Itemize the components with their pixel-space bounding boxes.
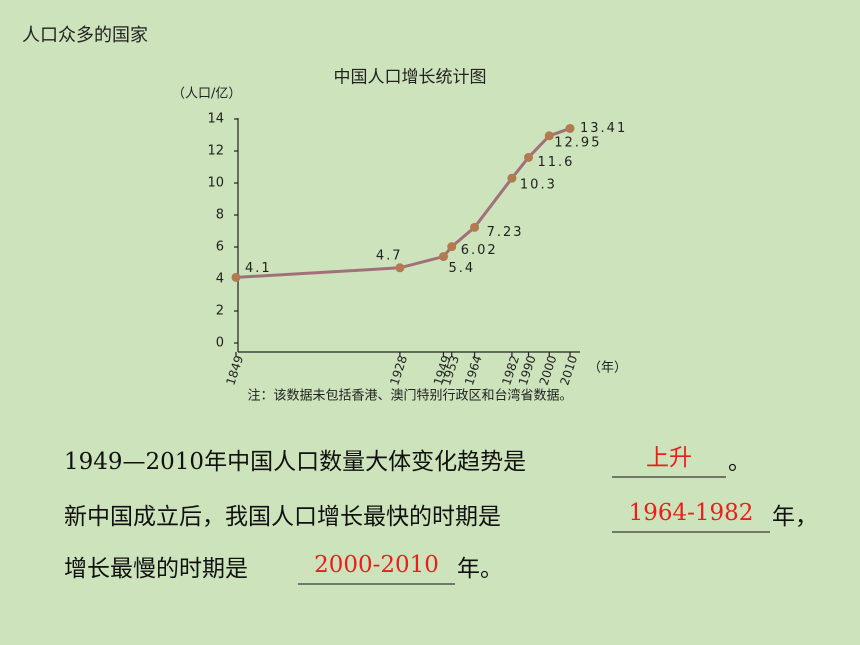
answer: 1964-1982 [629,500,754,526]
data-point [447,242,457,252]
question-end: 年， [772,504,818,530]
question-end: 。 [728,449,751,475]
y-tick-label: 0 [216,336,224,351]
x-tick-label: 2000 [537,354,560,387]
chart-note: 注：该数据未包括香港、澳门特别行政区和台湾省数据。 [247,388,572,404]
chart-title: 中国人口增长统计图 [334,68,487,88]
data-point [524,152,534,162]
data-label: 7.23 [487,225,524,240]
question-text: 1949—2010年中国人口数量大体变化趋势是 [64,449,526,475]
data-label: 4.1 [245,261,272,276]
x-tick-label: 1964 [462,354,485,387]
question-text: 增长最慢的时期是 [64,556,248,582]
data-point [438,252,448,262]
data-label: 13.41 [580,121,627,136]
x-tick-label: 2010 [557,354,580,387]
y-tick-label: 14 [207,112,224,127]
question-text: 新中国成立后，我国人口增长最快的时期是 [64,504,501,530]
data-label: 5.4 [448,261,475,276]
y-tick-label: 8 [216,208,224,223]
data-label: 11.6 [538,155,575,170]
data-point [231,272,241,282]
data-point [395,263,405,273]
header-title: 人口众多的国家 [22,25,148,46]
data-label: 6.02 [461,243,498,258]
y-axis-label: （人口/亿） [172,87,241,102]
y-tick-label: 4 [216,272,224,287]
y-tick-label: 2 [216,304,224,319]
data-label: 4.7 [376,248,403,263]
data-point [507,173,517,183]
data-point [470,222,480,232]
data-label: 12.95 [554,135,601,150]
y-tick-label: 10 [207,176,224,191]
data-point [544,131,554,141]
x-tick-label: 1849 [223,354,246,387]
series-line [235,127,571,279]
answer: 上升 [646,445,692,471]
answer: 2000-2010 [314,552,439,578]
data-label: 10.3 [520,178,557,193]
data-point [565,123,575,133]
y-tick-label: 12 [207,144,224,159]
x-axis-label: （年） [588,361,627,376]
y-tick-label: 6 [216,240,224,255]
question-end: 年。 [457,556,503,582]
x-tick-label: 1928 [387,354,410,387]
